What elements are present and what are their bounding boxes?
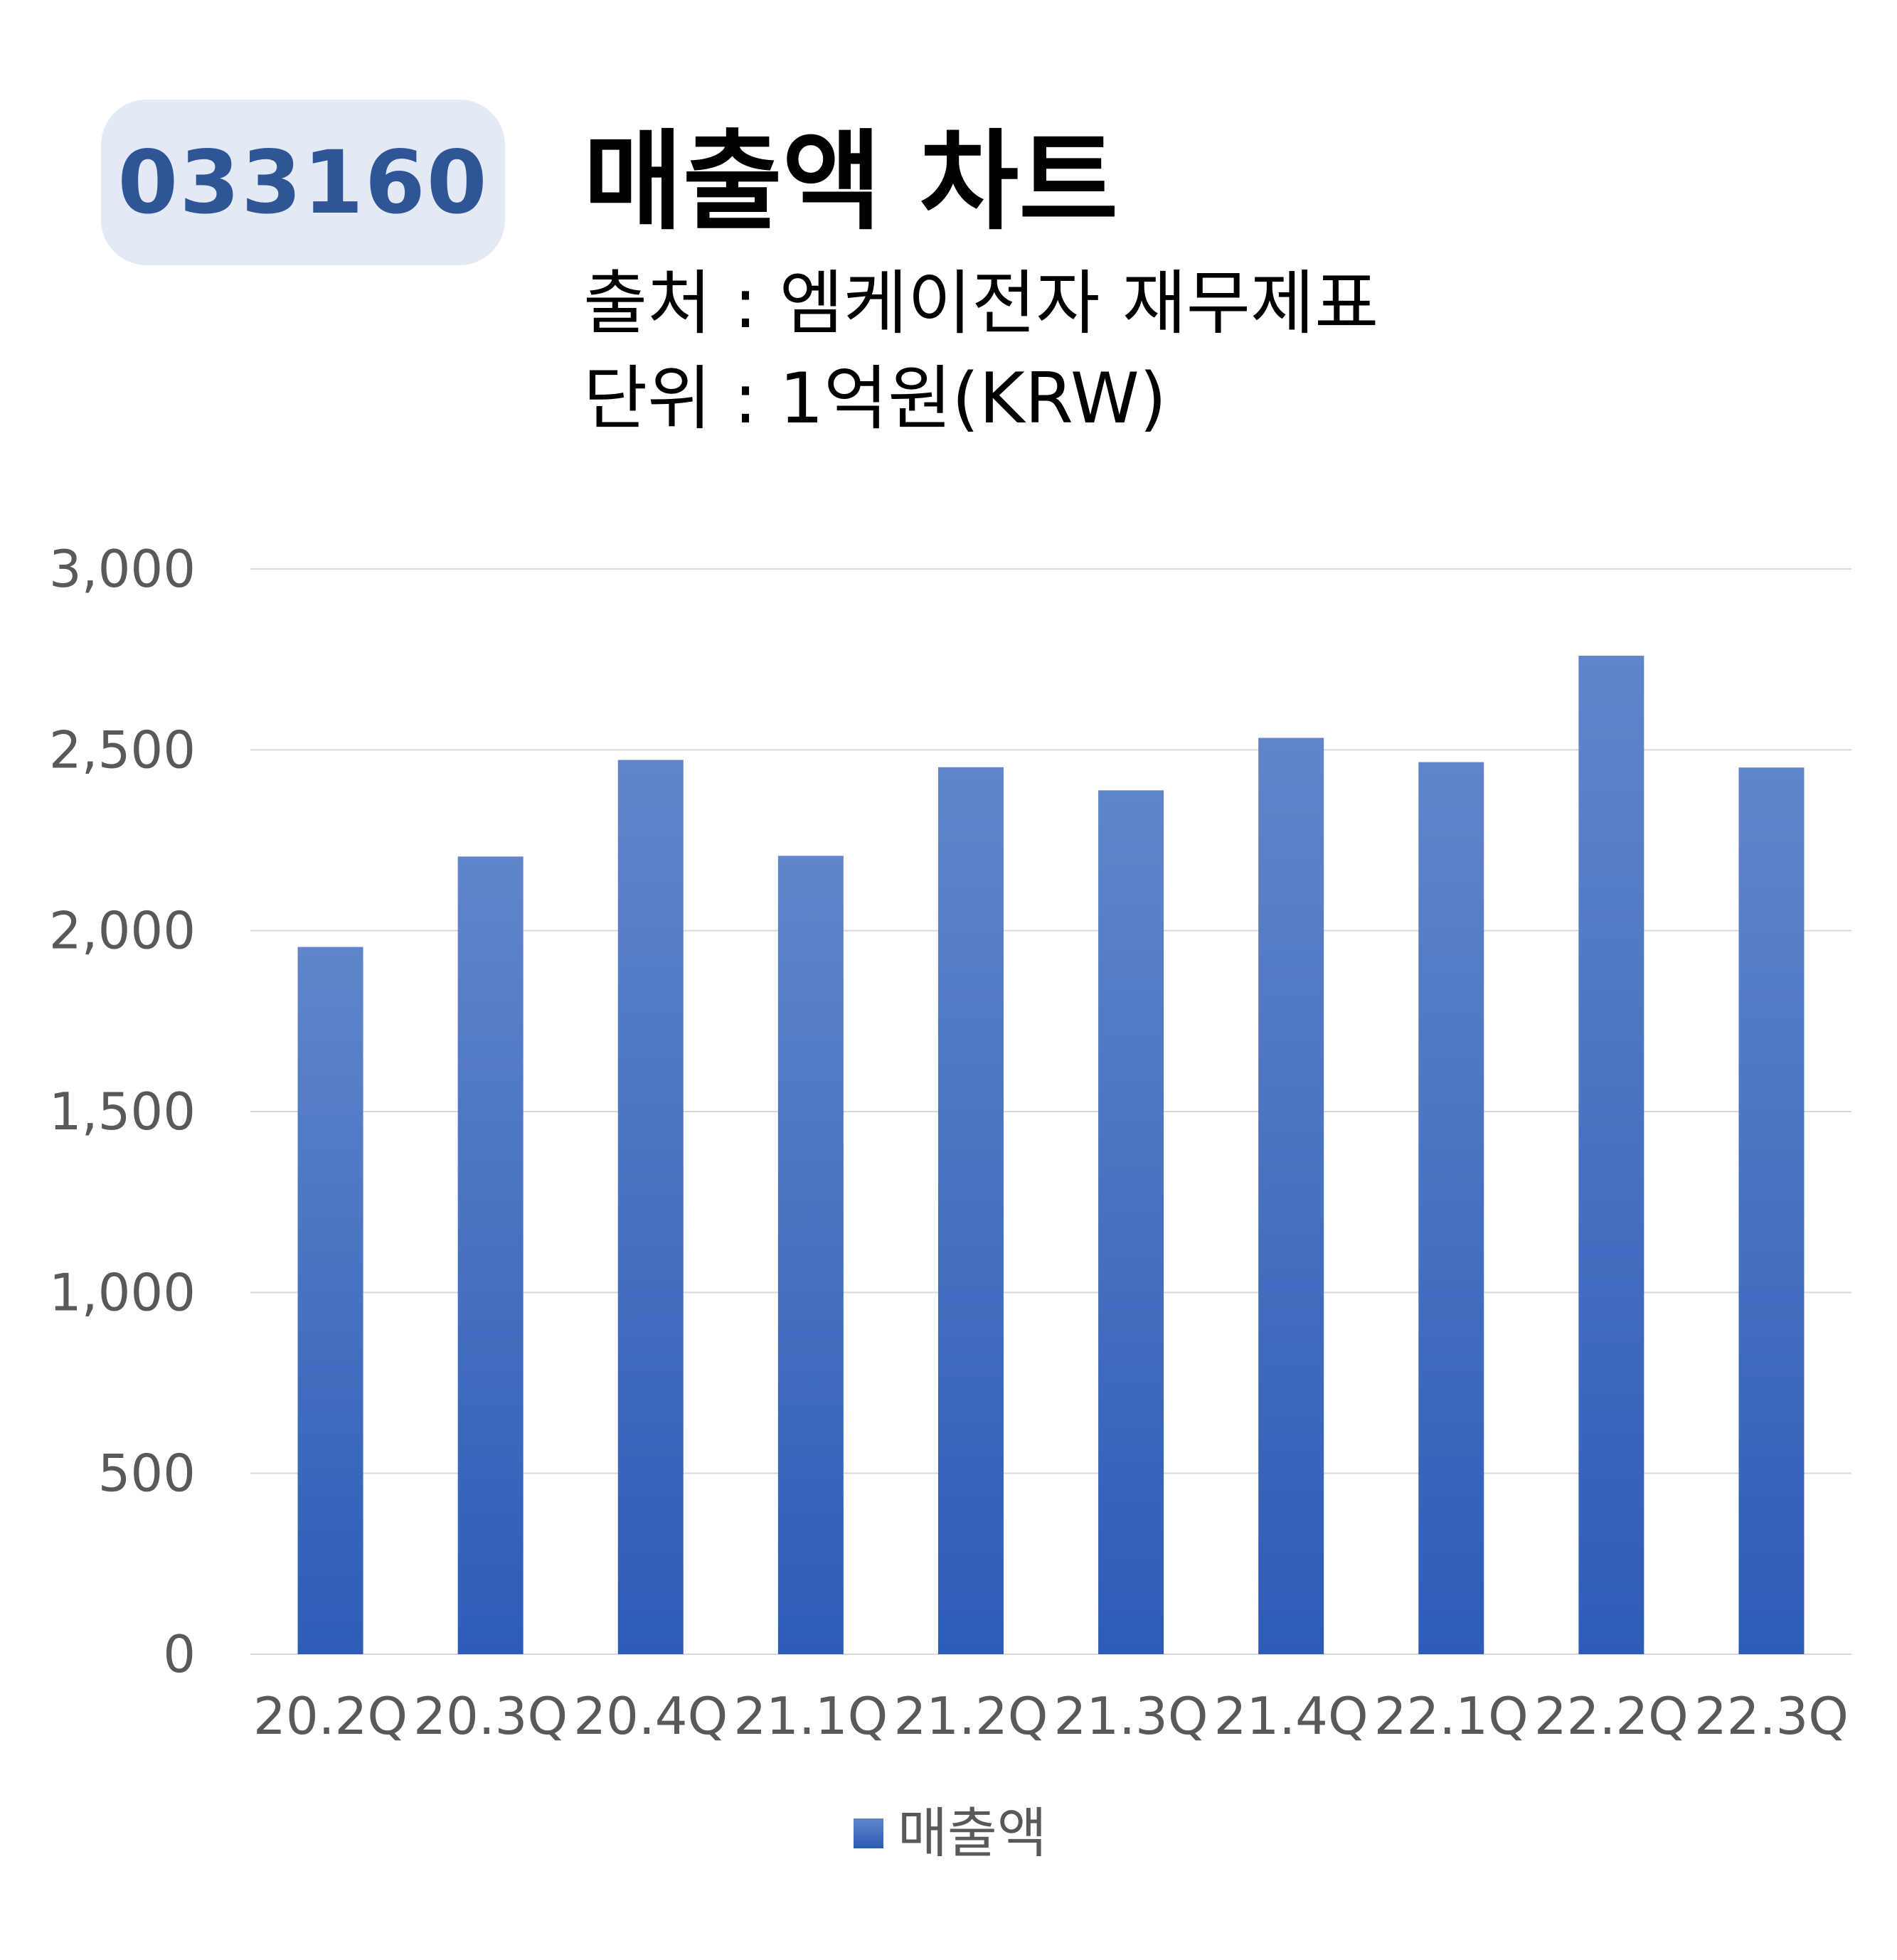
x-axis: 20.2Q 20.3Q 20.4Q 21.1Q 21.2Q 21.3Q 21.4Q 22.1Q… — [253, 1686, 1849, 1746]
bar — [617, 760, 684, 1654]
y-tick-label: 1,500 — [49, 1082, 196, 1141]
bar — [1578, 656, 1644, 1654]
bar — [937, 767, 1004, 1654]
y-tick-label: 2,000 — [49, 901, 196, 961]
x-tick-label: 21.2Q — [893, 1686, 1048, 1746]
bar — [457, 856, 524, 1654]
bar — [777, 856, 844, 1654]
bar — [1098, 790, 1164, 1654]
x-tick-label: 22.3Q — [1694, 1686, 1849, 1746]
bar — [1258, 737, 1324, 1654]
legend-label: 매출액 — [898, 1801, 1047, 1865]
unit-note: 단위 : 1억원(KRW) — [583, 358, 1167, 440]
y-axis: 0 500 1,000 1,500 2,000 2,500 3,000 — [49, 539, 196, 1684]
legend-swatch — [854, 1818, 883, 1848]
y-tick-label: 3,000 — [49, 539, 196, 599]
y-tick-label: 2,500 — [49, 720, 196, 779]
chart-title: 매출액 차트 — [583, 119, 1119, 245]
x-tick-label: 20.3Q — [413, 1686, 568, 1746]
x-tick-label: 22.1Q — [1374, 1686, 1529, 1746]
x-tick-label: 21.3Q — [1054, 1686, 1208, 1746]
x-tick-label: 20.2Q — [253, 1686, 408, 1746]
legend: 매출액 — [854, 1801, 1047, 1865]
y-tick-label: 1,000 — [49, 1262, 196, 1322]
x-tick-label: 20.4Q — [573, 1686, 728, 1746]
bar — [1738, 767, 1805, 1654]
bar — [1418, 762, 1484, 1654]
bars — [297, 656, 1805, 1654]
x-tick-label: 21.1Q — [733, 1686, 888, 1746]
y-tick-label: 0 — [163, 1624, 196, 1684]
y-tick-label: 500 — [98, 1444, 196, 1503]
ticker-code: 033160 — [117, 132, 489, 233]
source-note: 출처 : 엠케이전자 재무제표 — [583, 263, 1379, 344]
bar — [297, 947, 363, 1654]
x-tick-label: 21.4Q — [1214, 1686, 1369, 1746]
ticker-badge: 033160 — [101, 100, 505, 265]
x-tick-label: 22.2Q — [1534, 1686, 1689, 1746]
